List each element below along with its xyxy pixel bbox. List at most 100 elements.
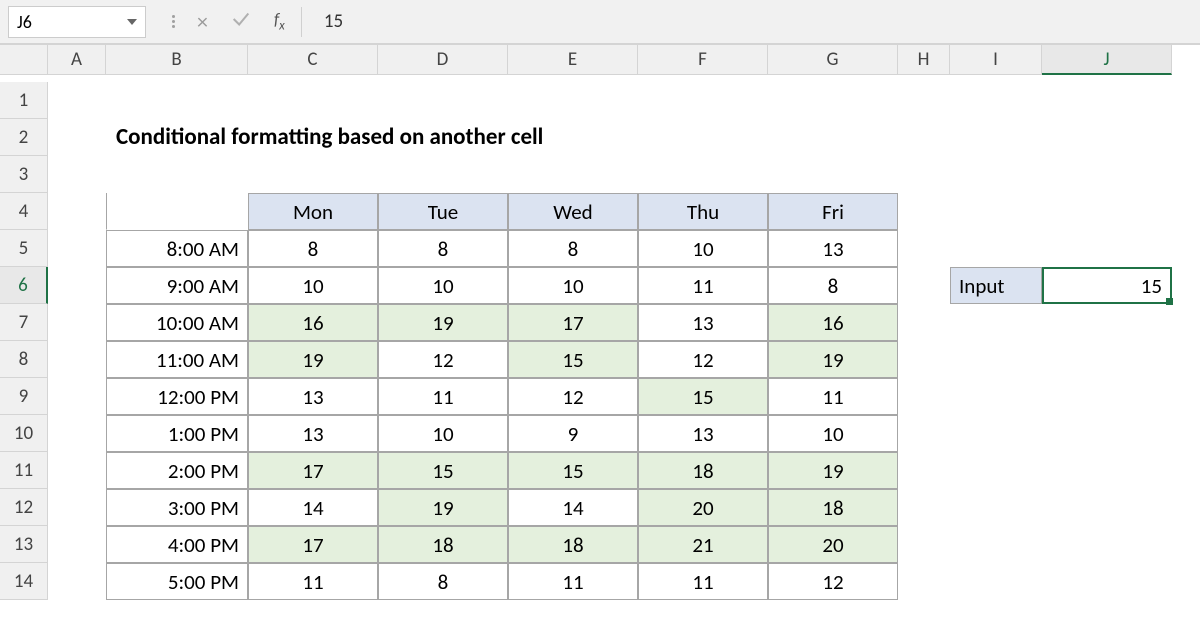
more-icon[interactable] bbox=[172, 13, 175, 30]
cell-B1[interactable] bbox=[106, 82, 248, 119]
col-header-J[interactable]: J bbox=[1042, 45, 1172, 75]
cell-A2[interactable] bbox=[48, 119, 106, 156]
cell-I10[interactable] bbox=[950, 415, 1042, 452]
row-header-8[interactable]: 8 bbox=[0, 341, 48, 378]
cell-I9[interactable] bbox=[950, 378, 1042, 415]
cell-A11[interactable] bbox=[48, 452, 106, 489]
enter-icon[interactable] bbox=[230, 8, 252, 35]
cell-H12[interactable] bbox=[898, 489, 950, 526]
cell-J12[interactable] bbox=[1042, 489, 1172, 526]
cell-I14[interactable] bbox=[950, 563, 1042, 600]
fx-icon[interactable]: fx bbox=[274, 9, 285, 33]
cell-H9[interactable] bbox=[898, 378, 950, 415]
cell-C1[interactable] bbox=[248, 82, 378, 119]
col-header-A[interactable]: A bbox=[48, 45, 106, 75]
cell-I13[interactable] bbox=[950, 526, 1042, 563]
cell-J5[interactable] bbox=[1042, 230, 1172, 267]
row-header-5[interactable]: 5 bbox=[0, 230, 48, 267]
cell-J13[interactable] bbox=[1042, 526, 1172, 563]
select-all-corner[interactable] bbox=[0, 45, 48, 75]
cell-I11[interactable] bbox=[950, 452, 1042, 489]
cell-J9[interactable] bbox=[1042, 378, 1172, 415]
cell-J4[interactable] bbox=[1042, 193, 1172, 230]
cell-A14[interactable] bbox=[48, 563, 106, 600]
cell-E3[interactable] bbox=[508, 156, 638, 193]
cell-A1[interactable] bbox=[48, 82, 106, 119]
cell-J1[interactable] bbox=[1042, 82, 1172, 119]
input-cell[interactable]: 15 bbox=[1042, 267, 1172, 304]
cell-H5[interactable] bbox=[898, 230, 950, 267]
col-header-E[interactable]: E bbox=[508, 45, 638, 75]
table-cell: 19 bbox=[378, 489, 508, 526]
cell-D3[interactable] bbox=[378, 156, 508, 193]
cell-J7[interactable] bbox=[1042, 304, 1172, 341]
row-header-13[interactable]: 13 bbox=[0, 526, 48, 563]
cell-F3[interactable] bbox=[638, 156, 768, 193]
row-header-2[interactable]: 2 bbox=[0, 119, 48, 156]
col-header-C[interactable]: C bbox=[248, 45, 378, 75]
row-header-1[interactable]: 1 bbox=[0, 82, 48, 119]
cell-H13[interactable] bbox=[898, 526, 950, 563]
cell-A10[interactable] bbox=[48, 415, 106, 452]
cell-H11[interactable] bbox=[898, 452, 950, 489]
cell-A4[interactable] bbox=[48, 193, 106, 230]
cell-H3[interactable] bbox=[898, 156, 950, 193]
cell-A8[interactable] bbox=[48, 341, 106, 378]
cell-I5[interactable] bbox=[950, 230, 1042, 267]
cell-H7[interactable] bbox=[898, 304, 950, 341]
cell-H4[interactable] bbox=[898, 193, 950, 230]
cell-D1[interactable] bbox=[378, 82, 508, 119]
row-header-9[interactable]: 9 bbox=[0, 378, 48, 415]
cell-J14[interactable] bbox=[1042, 563, 1172, 600]
cell-A12[interactable] bbox=[48, 489, 106, 526]
row-header-14[interactable]: 14 bbox=[0, 563, 48, 600]
cell-A5[interactable] bbox=[48, 230, 106, 267]
row-header-7[interactable]: 7 bbox=[0, 304, 48, 341]
cell-J11[interactable] bbox=[1042, 452, 1172, 489]
col-header-B[interactable]: B bbox=[106, 45, 248, 75]
col-header-F[interactable]: F bbox=[638, 45, 768, 75]
cell-J8[interactable] bbox=[1042, 341, 1172, 378]
col-header-I[interactable]: I bbox=[950, 45, 1042, 75]
cell-C3[interactable] bbox=[248, 156, 378, 193]
cell-I7[interactable] bbox=[950, 304, 1042, 341]
cancel-icon[interactable]: × bbox=[197, 8, 208, 35]
row-header-10[interactable]: 10 bbox=[0, 415, 48, 452]
cell-F1[interactable] bbox=[638, 82, 768, 119]
row-header-3[interactable]: 3 bbox=[0, 156, 48, 193]
cell-I2[interactable] bbox=[950, 119, 1042, 156]
cell-J10[interactable] bbox=[1042, 415, 1172, 452]
col-header-G[interactable]: G bbox=[768, 45, 898, 75]
cell-G3[interactable] bbox=[768, 156, 898, 193]
row-header-6[interactable]: 6 bbox=[0, 267, 48, 304]
cell-H6[interactable] bbox=[898, 267, 950, 304]
cell-I3[interactable] bbox=[950, 156, 1042, 193]
cell-A6[interactable] bbox=[48, 267, 106, 304]
cell-I1[interactable] bbox=[950, 82, 1042, 119]
cell-H14[interactable] bbox=[898, 563, 950, 600]
cell-I4[interactable] bbox=[950, 193, 1042, 230]
cell-H10[interactable] bbox=[898, 415, 950, 452]
cell-H1[interactable] bbox=[898, 82, 950, 119]
row-header-12[interactable]: 12 bbox=[0, 489, 48, 526]
cell-H8[interactable] bbox=[898, 341, 950, 378]
col-header-D[interactable]: D bbox=[378, 45, 508, 75]
col-header-H[interactable]: H bbox=[898, 45, 950, 75]
row-header-4[interactable]: 4 bbox=[0, 193, 48, 230]
cell-J3[interactable] bbox=[1042, 156, 1172, 193]
cell-I8[interactable] bbox=[950, 341, 1042, 378]
cell-I12[interactable] bbox=[950, 489, 1042, 526]
cell-B3[interactable] bbox=[106, 156, 248, 193]
row-header-11[interactable]: 11 bbox=[0, 452, 48, 489]
cell-A3[interactable] bbox=[48, 156, 106, 193]
cell-A7[interactable] bbox=[48, 304, 106, 341]
formula-input[interactable]: 15 bbox=[324, 10, 343, 33]
cell-E1[interactable] bbox=[508, 82, 638, 119]
spreadsheet-grid[interactable]: ABCDEFGHIJ12Conditional formatting based… bbox=[0, 45, 1200, 600]
dropdown-icon[interactable] bbox=[127, 19, 137, 25]
name-box[interactable]: J6 bbox=[8, 6, 146, 38]
cell-J2[interactable] bbox=[1042, 119, 1172, 156]
cell-G1[interactable] bbox=[768, 82, 898, 119]
cell-A13[interactable] bbox=[48, 526, 106, 563]
cell-A9[interactable] bbox=[48, 378, 106, 415]
